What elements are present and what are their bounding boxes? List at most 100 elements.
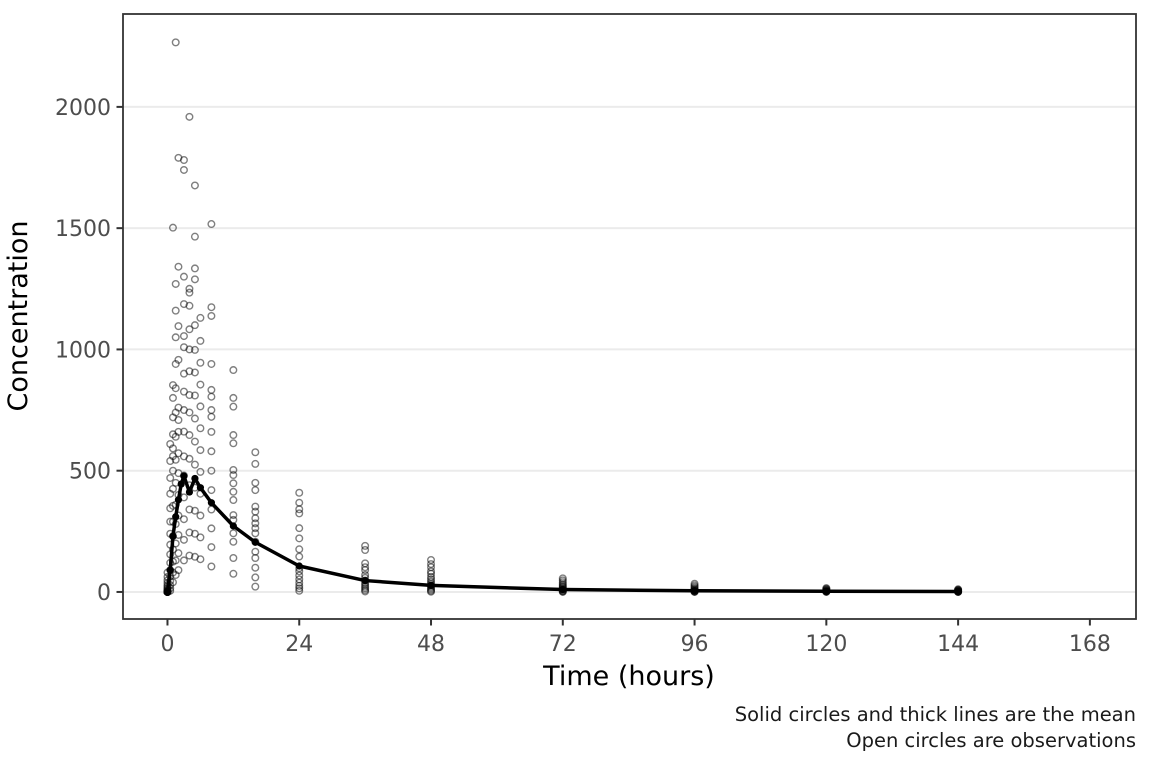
observation-point xyxy=(207,543,216,552)
mean-point xyxy=(427,581,435,590)
observation-point xyxy=(229,471,238,480)
observation-point xyxy=(229,366,238,375)
observation-point xyxy=(295,552,304,561)
observation-point xyxy=(251,547,260,556)
observation-point xyxy=(179,535,188,544)
observation-point xyxy=(251,529,260,538)
observation-point xyxy=(196,358,205,367)
observation-point xyxy=(207,392,216,401)
y-tick-label-500: 500 xyxy=(69,460,111,485)
observation-point xyxy=(251,502,260,511)
observation-point xyxy=(427,572,436,581)
observation-point xyxy=(427,560,436,569)
observation-point xyxy=(207,466,216,475)
observation-point xyxy=(179,387,188,396)
observation-point xyxy=(229,529,238,538)
observation-point xyxy=(361,545,370,554)
observation-point xyxy=(295,509,304,518)
observation-point xyxy=(190,460,199,469)
observation-point xyxy=(251,519,260,528)
observation-point xyxy=(229,487,238,496)
mean-point xyxy=(251,538,259,546)
mean-point xyxy=(174,496,183,504)
observation-point xyxy=(179,556,188,565)
observation-point xyxy=(190,321,199,330)
observation-point xyxy=(174,427,183,436)
observation-point xyxy=(168,444,177,453)
observation-point xyxy=(185,345,194,354)
observation-point xyxy=(207,412,216,421)
observation-point xyxy=(251,573,260,582)
y-tick-label-1500: 1500 xyxy=(55,217,111,242)
mean-point xyxy=(295,562,303,570)
observation-point xyxy=(229,496,238,505)
mean-point xyxy=(361,576,369,585)
observation-point xyxy=(179,515,188,524)
observation-point xyxy=(207,486,216,495)
observation-point xyxy=(361,559,370,568)
observation-point xyxy=(168,393,177,402)
x-tick-label-0: 0 xyxy=(160,632,174,657)
observation-point xyxy=(229,479,238,488)
observation-point xyxy=(185,431,194,440)
observation-point xyxy=(251,563,260,572)
observation-point xyxy=(168,223,177,232)
mean-point xyxy=(690,587,699,595)
observation-point xyxy=(171,279,180,288)
observation-point xyxy=(190,275,199,284)
observation-point xyxy=(251,459,260,468)
observation-point xyxy=(207,427,216,436)
observation-point xyxy=(295,586,304,595)
panel-border xyxy=(122,13,1137,620)
observation-point xyxy=(174,549,183,558)
x-axis-title: Time (hours) xyxy=(542,661,715,692)
mean-point xyxy=(822,587,830,595)
observation-point xyxy=(196,533,205,542)
observation-point xyxy=(185,325,194,334)
observation-point xyxy=(185,367,194,376)
mean-point xyxy=(169,532,177,540)
panel-border-rect xyxy=(122,13,1137,620)
y-tick-label-0: 0 xyxy=(97,581,111,606)
observation-point xyxy=(174,566,183,575)
y-axis-title: Concentration xyxy=(3,220,34,411)
observation-point xyxy=(171,455,180,464)
observation-point xyxy=(196,555,205,564)
mean-line-and-points xyxy=(163,472,962,596)
x-tick-label-48: 48 xyxy=(417,632,445,657)
observation-point xyxy=(166,473,175,482)
mean-point xyxy=(166,566,174,574)
observation-point xyxy=(179,156,188,165)
observation-point xyxy=(171,333,180,342)
observation-points xyxy=(163,38,963,596)
observation-point xyxy=(207,447,216,456)
mean-point xyxy=(180,472,188,480)
observation-point xyxy=(190,391,199,400)
observation-point xyxy=(207,220,216,229)
observation-point xyxy=(196,467,205,476)
observation-point xyxy=(251,507,260,516)
observation-point xyxy=(229,431,238,440)
observation-point xyxy=(196,511,205,520)
observation-point xyxy=(251,486,260,495)
observation-point xyxy=(229,465,238,474)
observation-point xyxy=(190,264,199,273)
observation-point xyxy=(190,368,199,377)
observation-point xyxy=(229,569,238,578)
observation-point xyxy=(190,232,199,241)
observation-point xyxy=(179,272,188,281)
mean-point xyxy=(191,474,199,483)
observation-point xyxy=(185,112,194,121)
observation-point xyxy=(207,359,216,368)
observation-point xyxy=(295,488,304,497)
mean-point xyxy=(954,587,962,596)
observation-point xyxy=(427,555,436,564)
observation-point xyxy=(196,380,205,389)
observation-point xyxy=(229,402,238,411)
mean-point xyxy=(177,480,185,488)
observation-point xyxy=(190,414,199,423)
observation-point xyxy=(295,498,304,507)
observation-point xyxy=(185,301,194,310)
